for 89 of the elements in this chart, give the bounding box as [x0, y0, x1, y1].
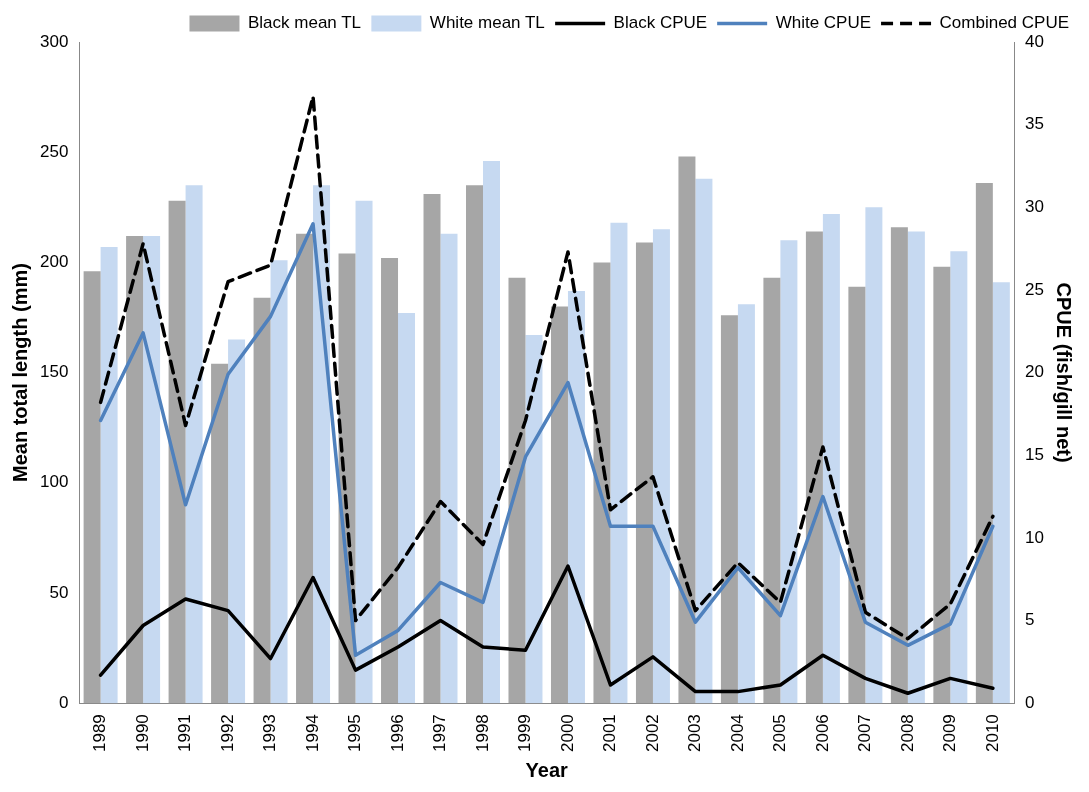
- y-tick-label: 300: [39, 31, 69, 51]
- bar: [805, 231, 823, 704]
- legend-label: Combined CPUE: [939, 13, 1070, 33]
- x-tick-label: 2010: [982, 714, 1002, 753]
- y2-tick-label: 5: [1025, 610, 1035, 630]
- bar: [550, 306, 568, 704]
- bar: [635, 242, 653, 704]
- bar: [848, 286, 866, 704]
- y2-tick-label: 30: [1025, 196, 1045, 216]
- bar: [593, 262, 611, 704]
- x-tick-label: 1998: [472, 714, 492, 753]
- bar: [763, 277, 781, 704]
- bar: [890, 227, 908, 704]
- y2-tick-label: 25: [1025, 279, 1045, 299]
- bar: [423, 194, 441, 704]
- legend-label: Black mean TL: [247, 13, 362, 33]
- x-tick-label: 2009: [940, 714, 960, 753]
- bar: [253, 297, 271, 704]
- y2-tick-label: 0: [1025, 692, 1035, 712]
- legend-label: White CPUE: [775, 13, 872, 33]
- bar: [720, 315, 738, 704]
- bar: [296, 233, 314, 704]
- bar: [185, 185, 203, 704]
- x-tick-label: 2007: [855, 714, 875, 753]
- x-tick-label: 2001: [600, 714, 620, 753]
- y-tick-label: 50: [49, 582, 69, 602]
- x-tick-label: 1992: [217, 714, 237, 753]
- x-tick-label: 1994: [302, 714, 322, 753]
- x-tick-label: 1997: [430, 714, 450, 753]
- legend-label: White mean TL: [429, 13, 545, 33]
- y2-tick-label: 40: [1025, 31, 1045, 51]
- bar: [780, 240, 798, 704]
- bar: [567, 291, 585, 704]
- y-axis-title: Mean total length (mm): [8, 263, 31, 483]
- x-tick-label: 2008: [897, 714, 917, 753]
- bar: [678, 156, 696, 704]
- x-tick-label: 1996: [387, 714, 407, 753]
- bar: [211, 363, 229, 704]
- bar: [525, 335, 543, 704]
- y-tick-label: 200: [39, 252, 69, 272]
- bar: [398, 313, 416, 704]
- x-tick-label: 2002: [642, 714, 662, 753]
- x-tick-label: 2000: [557, 714, 577, 753]
- y-tick-label: 250: [39, 141, 69, 161]
- bar: [992, 282, 1010, 704]
- y-tick-label: 0: [58, 692, 69, 712]
- bar: [270, 260, 288, 704]
- bar: [126, 235, 144, 704]
- y2-tick-label: 20: [1025, 362, 1045, 382]
- y-tick-label: 100: [39, 472, 69, 492]
- bar: [100, 246, 118, 704]
- bar: [907, 231, 925, 704]
- bar: [83, 271, 101, 704]
- legend-label: Black CPUE: [613, 13, 708, 33]
- bar: [508, 277, 526, 704]
- line-series: [98, 94, 995, 641]
- bar: [933, 266, 951, 704]
- bar: [737, 304, 755, 704]
- bar: [483, 161, 500, 704]
- x-tick-label: 1995: [345, 714, 365, 753]
- bar: [975, 183, 993, 704]
- x-tick-label: 1990: [132, 714, 152, 753]
- y2-tick-label: 10: [1025, 527, 1045, 547]
- x-tick-label: 2005: [770, 714, 790, 753]
- x-axis-title: Year: [525, 758, 569, 781]
- x-tick-label: 1989: [90, 714, 110, 753]
- bar: [440, 233, 458, 704]
- x-tick-label: 2006: [812, 714, 832, 753]
- bar: [168, 200, 186, 704]
- bar: [610, 222, 628, 704]
- bar: [466, 185, 483, 704]
- bar: [381, 257, 399, 704]
- y2-tick-label: 35: [1025, 114, 1045, 134]
- x-tick-label: 2003: [685, 714, 705, 753]
- x-tick-label: 1991: [175, 714, 195, 753]
- bar: [865, 207, 883, 704]
- bar: [652, 229, 670, 704]
- x-tick-label: 2004: [727, 714, 747, 753]
- bar: [355, 200, 373, 704]
- bar: [228, 339, 246, 704]
- y2-axis-title: CPUE (fish/gill net): [1053, 282, 1076, 463]
- x-tick-label: 1999: [515, 714, 535, 753]
- y-tick-label: 150: [39, 362, 69, 382]
- y2-tick-label: 15: [1025, 444, 1045, 464]
- bar: [822, 213, 840, 704]
- bar: [950, 251, 968, 704]
- bar: [695, 178, 713, 704]
- bar: [143, 235, 161, 704]
- x-tick-label: 1993: [260, 714, 280, 753]
